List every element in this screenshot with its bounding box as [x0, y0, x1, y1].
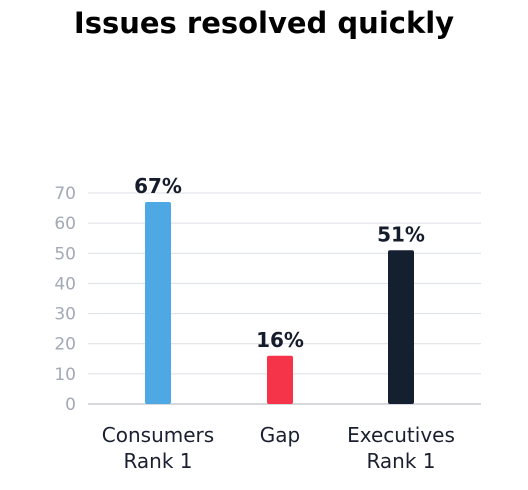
chart-title: Issues resolved quickly [73, 6, 455, 40]
bar-0 [145, 202, 171, 404]
data-label: 51% [377, 222, 425, 246]
y-tick-label: 20 [54, 335, 76, 355]
x-category-line: Executives [347, 423, 455, 447]
x-category-line: Consumers [102, 423, 214, 447]
y-axis-ticks: 0 10 20 30 40 50 60 70 [54, 184, 76, 415]
y-tick-label: 70 [54, 184, 76, 204]
y-tick-label: 40 [54, 274, 76, 294]
y-tick-label: 60 [54, 214, 76, 234]
bars [145, 202, 414, 404]
x-category-line: Rank 1 [123, 449, 192, 473]
y-tick-label: 30 [54, 305, 76, 325]
data-label: 16% [256, 328, 304, 352]
x-category-line: Gap [260, 423, 300, 447]
x-category-label: Consumers Rank 1 [102, 423, 214, 473]
y-tick-label: 50 [54, 244, 76, 264]
x-category-label: Executives Rank 1 [347, 423, 455, 473]
y-tick-label: 10 [54, 365, 76, 385]
bar-2 [388, 250, 414, 404]
x-category-label: Gap [260, 423, 300, 447]
data-label: 67% [134, 174, 182, 198]
y-tick-label: 0 [65, 395, 76, 415]
x-category-line: Rank 1 [366, 449, 435, 473]
bar-1 [267, 355, 293, 404]
data-labels: 67% 16% 51% [134, 174, 425, 352]
